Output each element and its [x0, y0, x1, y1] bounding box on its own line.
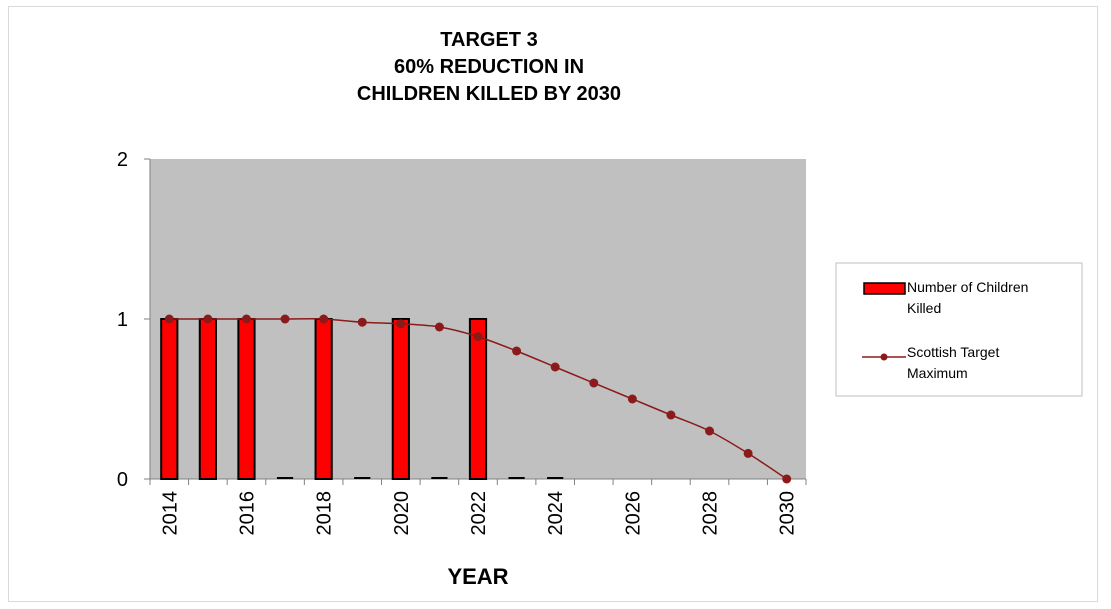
target-point-2016	[241, 314, 251, 324]
target-point-2024	[550, 362, 560, 372]
chart-title-line-2: 60% REDUCTION IN	[394, 56, 584, 78]
legend: Number of Children Killed Scottish Targe…	[835, 262, 1083, 397]
target-point-2030	[782, 474, 792, 484]
x-tick-label: 2028	[700, 491, 722, 536]
x-tick-label: 2020	[391, 491, 413, 536]
x-tick-label: 2014	[159, 491, 181, 536]
bar-series	[160, 318, 564, 480]
legend-swatch-marker	[880, 353, 888, 361]
target-point-2017	[280, 314, 290, 324]
bar-2015	[198, 318, 217, 480]
legend-label-line-line1: Scottish Target	[907, 344, 999, 360]
bar-2018	[314, 318, 333, 480]
target-point-2028	[705, 426, 715, 436]
target-point-2026	[627, 394, 637, 404]
y-tick-label: 2	[117, 149, 128, 171]
target-point-2018	[319, 314, 329, 324]
x-tick-label: 2026	[622, 491, 644, 536]
target-point-2027	[666, 410, 676, 420]
line-series	[164, 314, 792, 484]
x-tick-label: 2030	[777, 491, 799, 536]
target-point-2023	[512, 346, 522, 356]
target-point-2022	[473, 332, 483, 342]
target-point-2025	[589, 378, 599, 388]
target-point-2019	[357, 317, 367, 327]
bar-2016	[237, 318, 256, 480]
chart-title-line-1: TARGET 3	[440, 29, 537, 51]
x-tick-label: 2024	[545, 491, 567, 536]
target-point-2014	[164, 314, 174, 324]
bar-2014	[160, 318, 179, 480]
x-tick-label: 2016	[236, 491, 258, 536]
legend-label-line-line2: Maximum	[907, 365, 968, 381]
y-tick-label: 0	[117, 469, 128, 491]
x-tick-label: 2018	[314, 491, 336, 536]
bar-2020	[391, 318, 410, 480]
legend-swatch-bars	[863, 282, 906, 295]
axes: 0 1 2 2014 2016 2018 2020 2022 2024 2026 2028 2030	[117, 149, 807, 536]
target-point-2029	[743, 448, 753, 458]
bar-2022	[468, 318, 488, 480]
legend-label-bars-line2: Killed	[907, 300, 941, 316]
target-point-2020	[396, 319, 406, 329]
legend-label-bars-line1: Number of Children	[907, 279, 1028, 295]
chart-title-line-3: CHILDREN KILLED BY 2030	[357, 83, 621, 105]
x-axis-title: YEAR	[447, 564, 508, 589]
y-tick-label: 1	[117, 309, 128, 331]
x-tick-label: 2022	[468, 491, 490, 536]
target-point-2021	[434, 322, 444, 332]
target-point-2015	[203, 314, 213, 324]
